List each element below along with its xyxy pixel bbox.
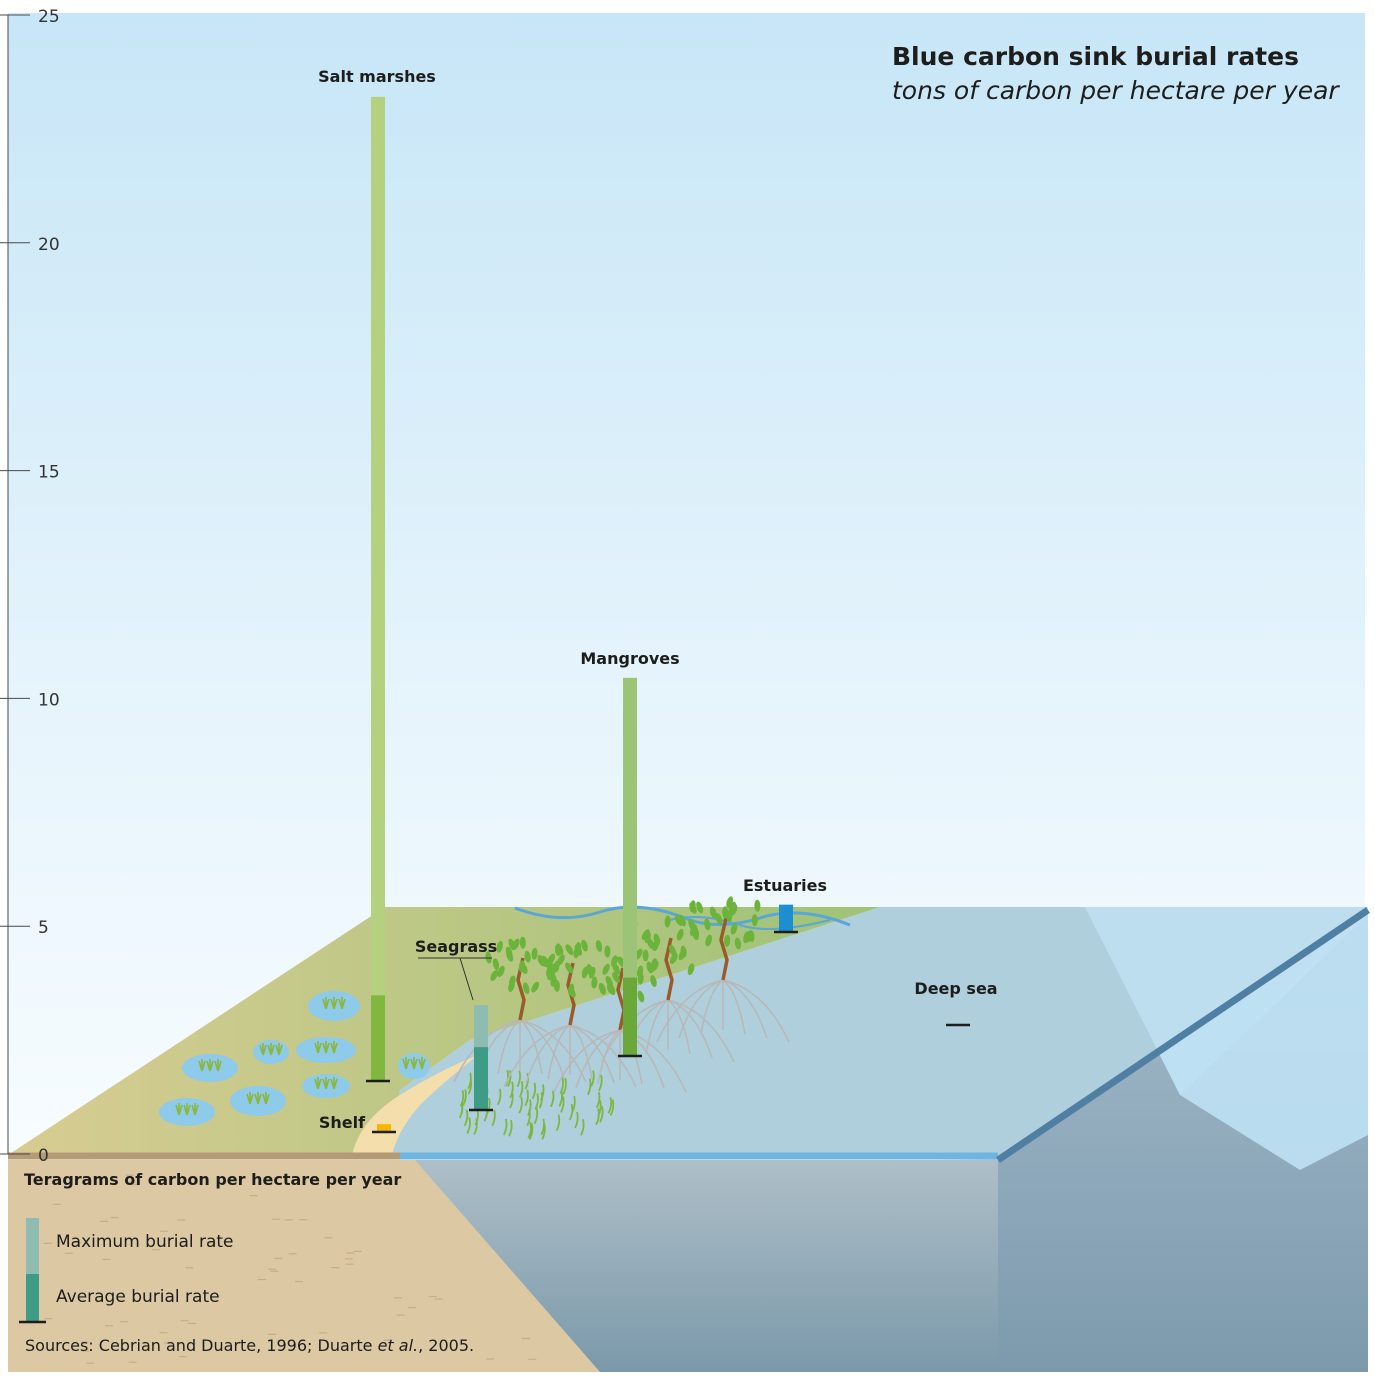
legend-item-avg: Average burial rate [56, 1287, 220, 1307]
sources-suffix: , 2005. [418, 1336, 475, 1355]
bar-label-deep-sea: Deep sea [914, 979, 997, 998]
chart-title: Blue carbon sink burial rates [892, 42, 1299, 71]
coastal-land [8, 907, 880, 1155]
legend-title: Teragrams of carbon per hectare per year [24, 1170, 402, 1189]
chart-subtitle: tons of carbon per hectare per year [892, 76, 1339, 105]
y-tick-label-25: 25 [38, 7, 60, 27]
sediment-cross-section [8, 1160, 600, 1372]
sources-note: Sources: Cebrian and Duarte, 1996; Duart… [25, 1336, 474, 1355]
legend-swatch-max [26, 1218, 39, 1274]
sources-italic: et al. [377, 1336, 419, 1355]
y-tick-label-20: 20 [38, 235, 60, 255]
seagrass-leader-line [418, 957, 492, 1001]
bar-avg-salt-marshes [371, 995, 385, 1081]
bar-max-salt-marshes [371, 96, 385, 1082]
y-tick-label-15: 15 [38, 463, 60, 483]
bar-label-seagrass: Seagrass [415, 937, 497, 956]
y-tick-label-5: 5 [38, 918, 49, 938]
bar-avg-mangroves [623, 977, 637, 1056]
decor-layer [43, 896, 790, 1364]
sources-text: Sources: Cebrian and Duarte, 1996; Duart… [25, 1336, 378, 1355]
bar-label-estuaries: Estuaries [743, 876, 827, 895]
legend-item-max: Maximum burial rate [56, 1232, 234, 1252]
bar-avg-seagrass [474, 1047, 488, 1110]
y-tick-label-10: 10 [38, 690, 60, 710]
bar-label-mangroves: Mangroves [580, 649, 679, 668]
bar-label-shelf: Shelf [319, 1113, 366, 1132]
y-axis: 0 5 10 15 20 25 [0, 7, 60, 1166]
bar-avg-estuaries [779, 911, 793, 932]
bar-max-mangroves [623, 677, 637, 1056]
legend-swatch-avg [26, 1274, 39, 1322]
title-block: Blue carbon sink burial rates tons of ca… [892, 40, 1339, 108]
y-tick-label-0: 0 [38, 1146, 49, 1166]
bar-avg-shelf [377, 1124, 391, 1132]
bars: Shelf Seagrass Salt marshes Mangroves Estuar… [19, 67, 998, 1324]
bar-label-salt-marshes: Salt marshes [318, 67, 436, 86]
